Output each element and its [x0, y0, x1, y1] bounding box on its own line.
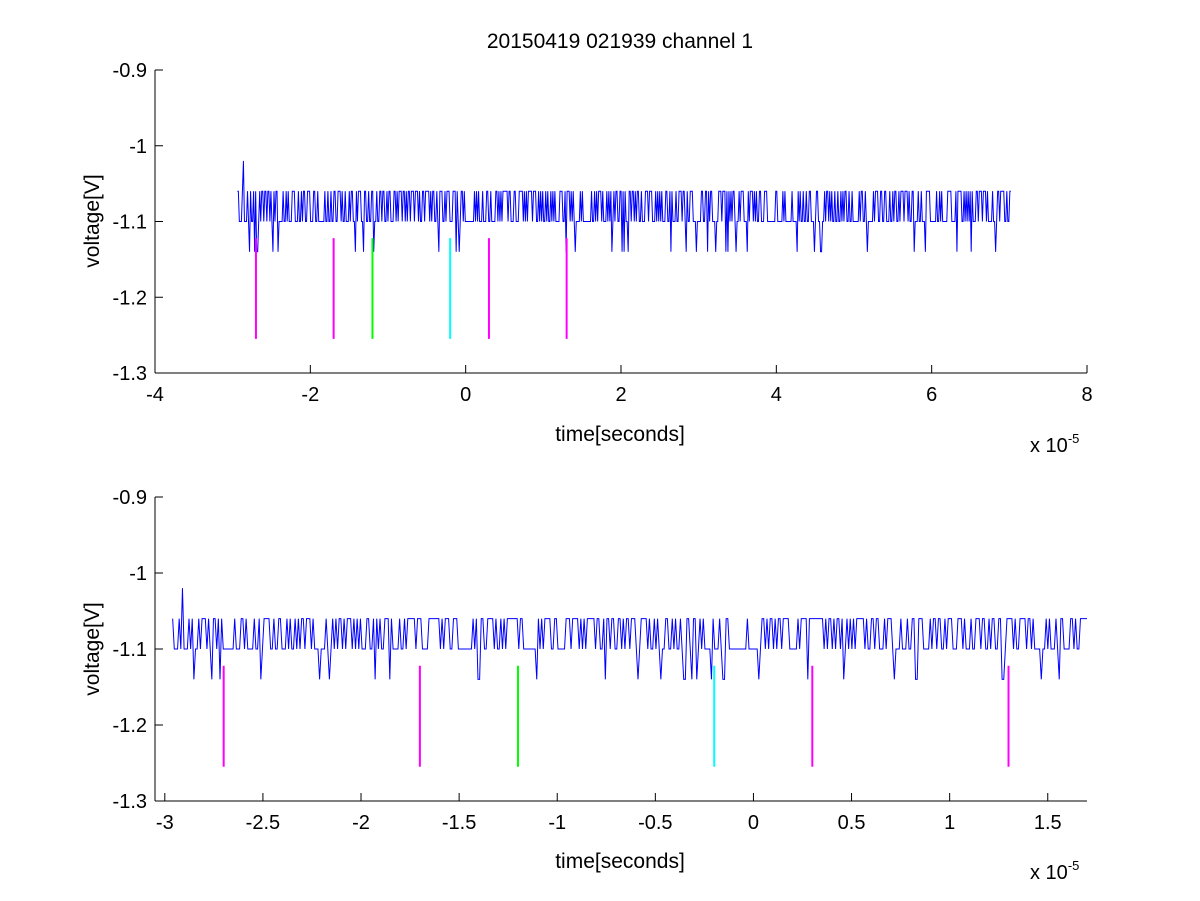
top-x-tick-label: 2 — [615, 384, 626, 406]
bottom-x-exponent-power: -5 — [1068, 858, 1080, 873]
top-x-exponent-base: x 10 — [1030, 435, 1068, 457]
bottom-x-tick-label: 0 — [748, 812, 759, 834]
bottom-signal-trace — [172, 588, 1087, 680]
bottom-y-tick-label: -1.2 — [113, 715, 147, 737]
top-y-ticks: -0.9 -1 -1.1 -1.2 -1.3 — [113, 60, 163, 385]
bottom-x-tick-label: -3 — [156, 812, 174, 834]
bottom-x-exponent: x 10-5 — [1030, 858, 1079, 884]
bottom-x-tick-label: -0.5 — [638, 812, 672, 834]
top-x-exponent: x 10-5 — [1030, 431, 1079, 457]
top-x-axis-label: time[seconds] — [555, 423, 685, 446]
top-axes: -4 -2 0 2 4 6 8 -0.9 -1 -1.1 -1.2 -1.3 time[second… — [81, 60, 1093, 457]
bottom-x-tick-label: -1.5 — [442, 812, 476, 834]
top-x-tick-label: -4 — [146, 384, 164, 406]
bottom-x-tick-label: 0.5 — [838, 812, 866, 834]
bottom-x-tick-label: 1.5 — [1034, 812, 1062, 834]
top-x-tick-label: 6 — [926, 384, 937, 406]
top-y-axis-label: voltage[V] — [81, 174, 104, 267]
figure-title: 20150419 021939 channel 1 — [487, 30, 753, 53]
bottom-axes: -3 -2.5 -2 -1.5 -1 -0.5 0 0.5 1 1.5 -0.9 -1 -1.1 -1.… — [81, 487, 1087, 884]
top-plot-area — [237, 160, 1011, 339]
top-y-tick-label: -1 — [129, 136, 147, 158]
bottom-plot-area — [172, 588, 1087, 767]
top-x-tick-label: 0 — [460, 384, 471, 406]
top-y-tick-label: -1.1 — [113, 212, 147, 234]
bottom-x-tick-label: -2.5 — [246, 812, 280, 834]
bottom-y-tick-label: -1 — [129, 563, 147, 585]
top-x-tick-label: 4 — [771, 384, 782, 406]
bottom-y-tick-label: -0.9 — [113, 487, 147, 509]
bottom-y-ticks: -0.9 -1 -1.1 -1.2 -1.3 — [113, 487, 163, 813]
bottom-x-tick-label: 1 — [944, 812, 955, 834]
top-y-tick-label: -0.9 — [113, 60, 147, 82]
bottom-x-tick-label: -1 — [548, 812, 566, 834]
top-x-exponent-power: -5 — [1068, 431, 1080, 446]
bottom-x-exponent-base: x 10 — [1030, 862, 1068, 884]
bottom-x-ticks: -3 -2.5 -2 -1.5 -1 -0.5 0 0.5 1 1.5 — [156, 793, 1062, 834]
bottom-y-tick-label: -1.1 — [113, 639, 147, 661]
bottom-y-axis-label: voltage[V] — [81, 602, 104, 695]
top-x-tick-label: 8 — [1081, 384, 1092, 406]
top-x-tick-label: -2 — [301, 384, 319, 406]
top-x-ticks: -4 -2 0 2 4 6 8 — [146, 365, 1093, 406]
bottom-x-axis-label: time[seconds] — [555, 850, 685, 873]
top-signal-trace — [237, 160, 1011, 253]
bottom-y-tick-label: -1.3 — [113, 791, 147, 813]
top-y-tick-label: -1.3 — [113, 363, 147, 385]
top-y-tick-label: -1.2 — [113, 287, 147, 309]
bottom-x-tick-label: -2 — [352, 812, 370, 834]
